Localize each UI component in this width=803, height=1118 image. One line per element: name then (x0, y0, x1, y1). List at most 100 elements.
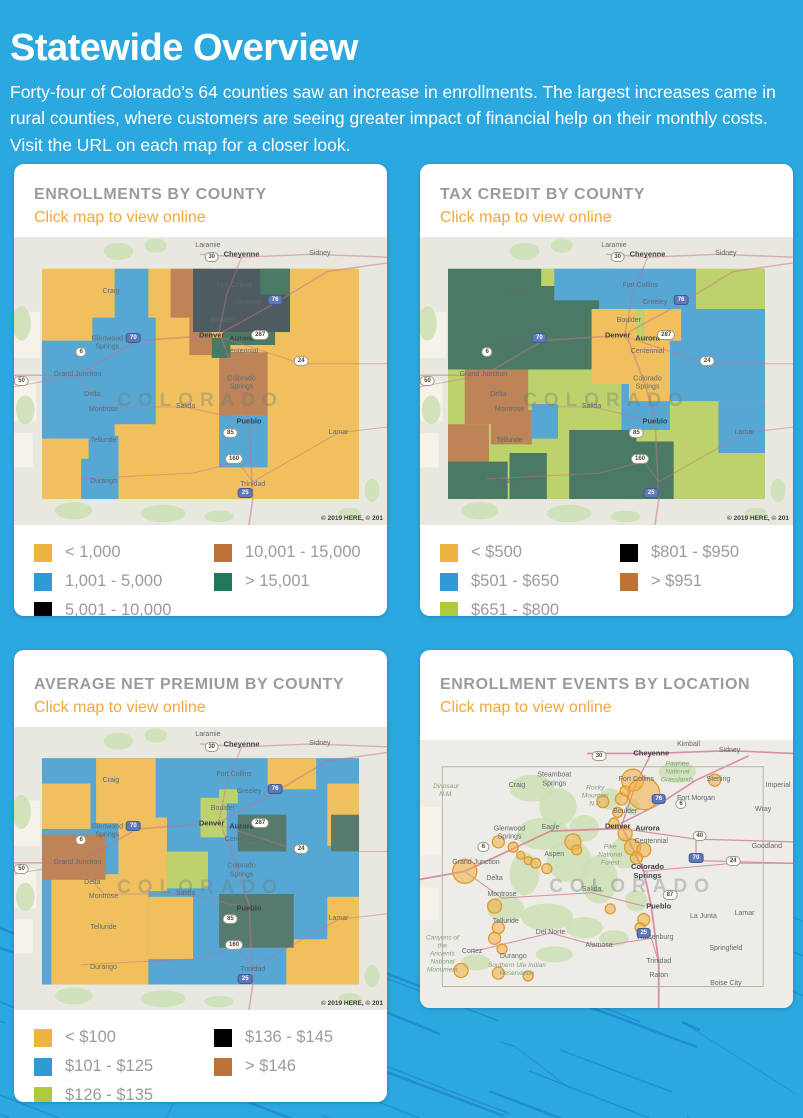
map-canvas (14, 727, 387, 1010)
enrollment-event-bubble (609, 818, 619, 828)
legend-label: 1,001 - 5,000 (65, 572, 163, 590)
legend-label: $651 - $800 (471, 601, 560, 616)
enrollment-event-bubble (508, 842, 518, 852)
card-title: ENROLLMENT EVENTS BY LOCATION (440, 676, 751, 693)
legend-item: $651 - $800 (440, 596, 620, 616)
legend-swatch (34, 572, 52, 591)
legend-swatch (214, 572, 232, 591)
map-average-net-premium-by-county[interactable]: Laramie Cheyenne Sidney Fort Collins Greeley… (14, 727, 387, 1010)
enrollment-event-bubble (709, 774, 721, 786)
enrollment-event-bubble (597, 796, 609, 808)
legend-label: 10,001 - 15,000 (245, 543, 361, 561)
legend-label: < $500 (471, 543, 522, 561)
card-title: ENROLLMENTS BY COUNTY (34, 186, 267, 203)
legend-item: 5,001 - 10,000 (34, 596, 214, 616)
legend-item: $801 - $950 (620, 538, 739, 567)
legend-column: $801 - $950 > $951 (620, 538, 739, 616)
map-enrollments-by-county[interactable]: Laramie Cheyenne Sidney Fort Collins Greeley… (14, 237, 387, 525)
view-online-link[interactable]: Click map to view online (440, 699, 612, 716)
enrollment-event-bubble (492, 836, 504, 848)
card-title: AVERAGE NET PREMIUM BY COUNTY (34, 676, 345, 693)
legend-label: > $951 (651, 572, 702, 590)
legend-swatch (34, 601, 52, 616)
map-canvas (14, 237, 387, 525)
legend-label: $101 - $125 (65, 1057, 154, 1075)
view-online-link[interactable]: Click map to view online (440, 209, 612, 226)
legend-item: $136 - $145 (214, 1023, 333, 1052)
legend-column: < 1,000 1,001 - 5,000 5,001 - 10,000 (34, 538, 214, 616)
enrollment-event-bubble (517, 851, 525, 859)
legend-column: < $500 $501 - $650 $651 - $800 (440, 538, 620, 616)
view-online-link[interactable]: Click map to view online (34, 209, 206, 226)
legend-swatch (620, 543, 638, 562)
legend-item: $501 - $650 (440, 567, 620, 596)
enrollment-event-bubble (635, 923, 645, 933)
enrollment-event-bubble (492, 967, 504, 979)
legend-swatch (34, 543, 52, 562)
enrollment-event-bubble (572, 845, 582, 855)
legend-item: 1,001 - 5,000 (34, 567, 214, 596)
legend-item: > 15,001 (214, 567, 361, 596)
legend-label: $136 - $145 (245, 1028, 334, 1046)
legend-average-net-premium: < $100 $101 - $125 $126 - $135 $136 - $145… (14, 1010, 387, 1102)
intro-paragraph: Forty-four of Colorado’s 64 counties saw… (10, 81, 776, 155)
legend-item: > $951 (620, 567, 739, 596)
enrollment-event-bubble (531, 858, 541, 868)
card-enrollment-events-by-location: ENROLLMENT EVENTS BY LOCATION Click map … (420, 650, 793, 1008)
card-header: ENROLLMENT EVENTS BY LOCATION Click map … (420, 650, 793, 740)
legend-swatch (34, 1057, 52, 1076)
legend-label: > 15,001 (245, 572, 310, 590)
legend-label: $126 - $135 (65, 1086, 154, 1102)
legend-column: $136 - $145 > $146 (214, 1023, 333, 1102)
enrollment-event-bubble (605, 904, 615, 914)
legend-label: > $146 (245, 1057, 296, 1075)
card-header: ENROLLMENTS BY COUNTY Click map to view … (14, 164, 387, 237)
card-enrollments-by-county: ENROLLMENTS BY COUNTY Click map to view … (14, 164, 387, 616)
card-tax-credit-by-county: TAX CREDIT BY COUNTY Click map to view o… (420, 164, 793, 616)
legend-item: $101 - $125 (34, 1052, 214, 1081)
legend-item: 10,001 - 15,000 (214, 538, 361, 567)
legend-column: < $100 $101 - $125 $126 - $135 (34, 1023, 214, 1102)
legend-label: $801 - $950 (651, 543, 740, 561)
legend-swatch (440, 572, 458, 591)
enrollment-event-bubble (542, 864, 552, 874)
enrollment-event-bubble (489, 932, 501, 944)
map-canvas (420, 237, 793, 525)
legend-swatch (440, 601, 458, 616)
legend-swatch (214, 1028, 232, 1047)
enrollment-event-bubble (453, 859, 477, 883)
page-title: Statewide Overview (10, 27, 358, 70)
legend-item: < $500 (440, 538, 620, 567)
view-online-link[interactable]: Click map to view online (34, 699, 206, 716)
enrollment-event-bubble (454, 963, 468, 977)
map-enrollment-events-by-location[interactable]: Cheyenne Kimball Sidney Sterling Fort Morgan… (420, 740, 793, 1008)
legend-item: < 1,000 (34, 538, 214, 567)
card-header: TAX CREDIT BY COUNTY Click map to view o… (420, 164, 793, 237)
enrollment-event-bubble (630, 852, 642, 864)
legend-label: $501 - $650 (471, 572, 560, 590)
legend-swatch (34, 1028, 52, 1047)
enrollment-event-bubble (497, 944, 507, 954)
enrollment-event-bubble (613, 807, 623, 817)
legend-column: 10,001 - 15,000 > 15,001 (214, 538, 361, 616)
enrollment-event-bubble (488, 899, 502, 913)
legend-item: $126 - $135 (34, 1081, 214, 1102)
enrollment-event-bubble (628, 778, 660, 810)
legend-label: < $100 (65, 1028, 116, 1046)
card-header: AVERAGE NET PREMIUM BY COUNTY Click map … (14, 650, 387, 727)
card-title: TAX CREDIT BY COUNTY (440, 186, 646, 203)
enrollment-event-bubble (523, 971, 533, 981)
legend-swatch (620, 572, 638, 591)
legend-swatch (440, 543, 458, 562)
map-tax-credit-by-county[interactable]: Laramie Cheyenne Sidney Fort Collins Greeley… (420, 237, 793, 525)
enrollment-event-bubble (620, 786, 630, 796)
legend-swatch (214, 543, 232, 562)
legend-swatch (34, 1086, 52, 1102)
legend-label: < 1,000 (65, 543, 121, 561)
enrollment-event-bubble (618, 827, 632, 841)
map-canvas (420, 740, 793, 1008)
legend-tax-credit: < $500 $501 - $650 $651 - $800 $801 - $950… (420, 525, 793, 616)
legend-enrollments: < 1,000 1,001 - 5,000 5,001 - 10,000 10,00… (14, 525, 387, 616)
card-average-net-premium-by-county: AVERAGE NET PREMIUM BY COUNTY Click map … (14, 650, 387, 1102)
legend-label: 5,001 - 10,000 (65, 601, 172, 616)
